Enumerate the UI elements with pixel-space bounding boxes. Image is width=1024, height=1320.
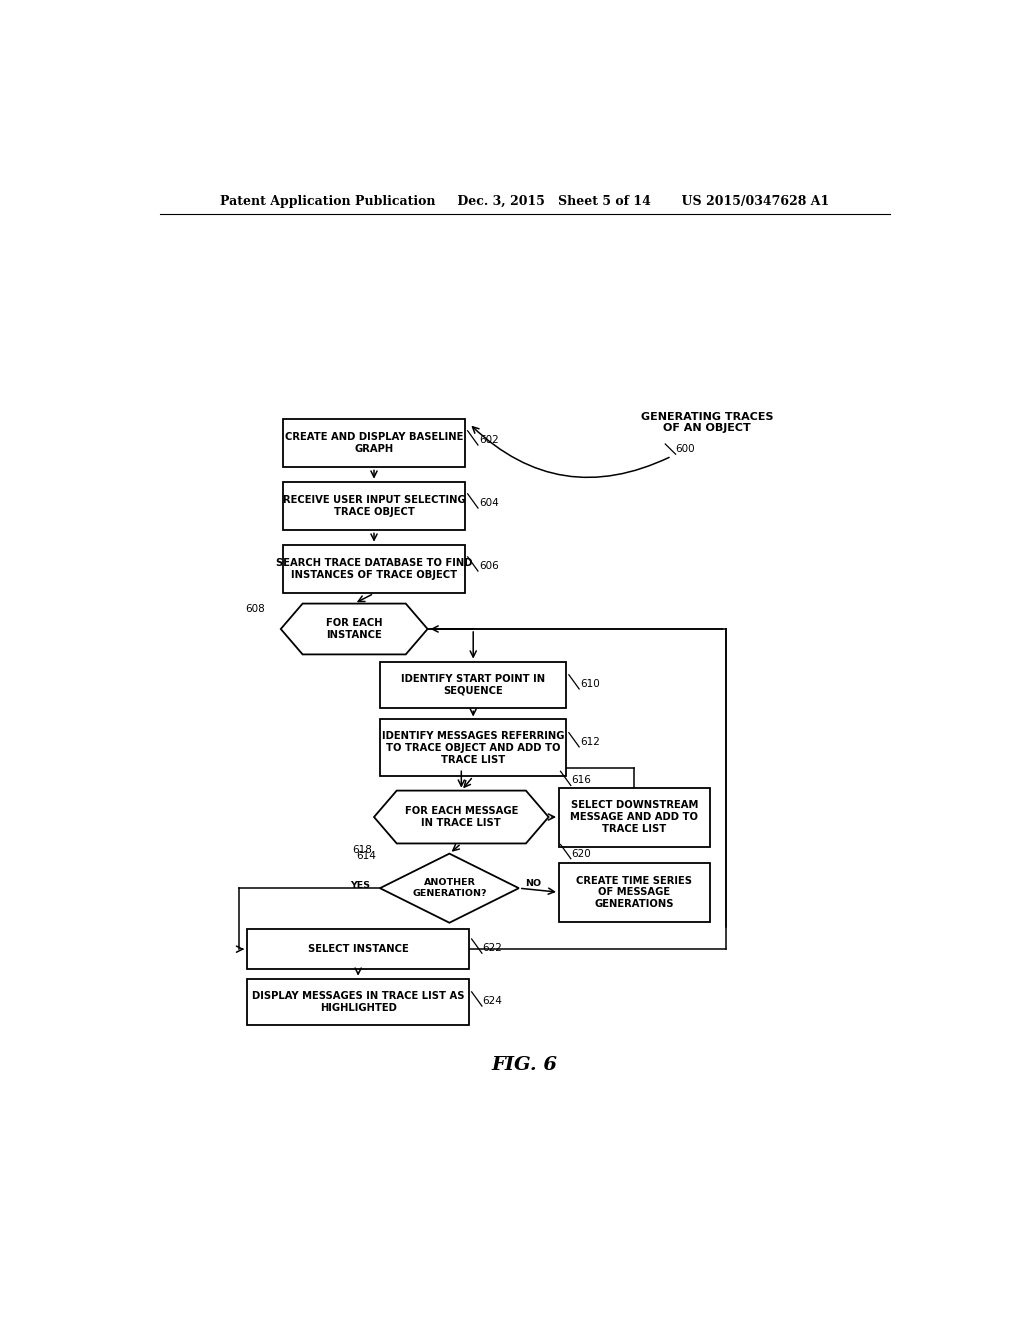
- FancyBboxPatch shape: [380, 661, 566, 709]
- Text: YES: YES: [350, 880, 370, 890]
- FancyArrowPatch shape: [472, 426, 669, 478]
- Text: SELECT INSTANCE: SELECT INSTANCE: [308, 944, 409, 954]
- Text: 602: 602: [479, 436, 499, 445]
- FancyBboxPatch shape: [559, 788, 710, 846]
- Text: 616: 616: [571, 775, 592, 785]
- Text: DISPLAY MESSAGES IN TRACE LIST AS
HIGHLIGHTED: DISPLAY MESSAGES IN TRACE LIST AS HIGHLI…: [252, 991, 465, 1012]
- Text: RECEIVE USER INPUT SELECTING
TRACE OBJECT: RECEIVE USER INPUT SELECTING TRACE OBJEC…: [283, 495, 465, 517]
- Text: 610: 610: [580, 678, 600, 689]
- Text: NO: NO: [525, 879, 542, 887]
- Text: 618: 618: [352, 845, 372, 854]
- Text: 620: 620: [571, 849, 592, 858]
- FancyBboxPatch shape: [380, 719, 566, 776]
- Text: IDENTIFY MESSAGES REFERRING
TO TRACE OBJECT AND ADD TO
TRACE LIST: IDENTIFY MESSAGES REFERRING TO TRACE OBJ…: [382, 731, 564, 764]
- Text: ANOTHER
GENERATION?: ANOTHER GENERATION?: [412, 879, 486, 898]
- Text: SELECT DOWNSTREAM
MESSAGE AND ADD TO
TRACE LIST: SELECT DOWNSTREAM MESSAGE AND ADD TO TRA…: [570, 800, 698, 834]
- Polygon shape: [380, 854, 519, 923]
- Text: FOR EACH MESSAGE
IN TRACE LIST: FOR EACH MESSAGE IN TRACE LIST: [404, 807, 518, 828]
- FancyBboxPatch shape: [247, 929, 469, 969]
- Text: CREATE AND DISPLAY BASELINE
GRAPH: CREATE AND DISPLAY BASELINE GRAPH: [285, 432, 463, 454]
- Text: 606: 606: [479, 561, 499, 572]
- Text: CREATE TIME SERIES
OF MESSAGE
GENERATIONS: CREATE TIME SERIES OF MESSAGE GENERATION…: [577, 875, 692, 909]
- FancyBboxPatch shape: [283, 482, 465, 531]
- Text: 600: 600: [676, 444, 695, 454]
- Text: IDENTIFY START POINT IN
SEQUENCE: IDENTIFY START POINT IN SEQUENCE: [401, 675, 545, 696]
- Text: 622: 622: [482, 944, 503, 953]
- Text: FOR EACH
INSTANCE: FOR EACH INSTANCE: [326, 618, 382, 640]
- FancyBboxPatch shape: [283, 545, 465, 594]
- Text: Patent Application Publication     Dec. 3, 2015   Sheet 5 of 14       US 2015/03: Patent Application Publication Dec. 3, 2…: [220, 194, 829, 207]
- Text: 604: 604: [479, 498, 499, 508]
- Text: GENERATING TRACES
OF AN OBJECT: GENERATING TRACES OF AN OBJECT: [641, 412, 773, 433]
- Text: 612: 612: [580, 737, 600, 747]
- FancyBboxPatch shape: [247, 978, 469, 1026]
- Text: 614: 614: [356, 850, 376, 861]
- FancyBboxPatch shape: [283, 418, 465, 467]
- Text: FIG. 6: FIG. 6: [492, 1056, 558, 1074]
- Polygon shape: [374, 791, 549, 843]
- Polygon shape: [281, 603, 428, 655]
- Text: SEARCH TRACE DATABASE TO FIND
INSTANCES OF TRACE OBJECT: SEARCH TRACE DATABASE TO FIND INSTANCES …: [275, 558, 472, 579]
- FancyBboxPatch shape: [559, 863, 710, 921]
- Text: 608: 608: [245, 603, 265, 614]
- Text: 624: 624: [482, 997, 503, 1006]
